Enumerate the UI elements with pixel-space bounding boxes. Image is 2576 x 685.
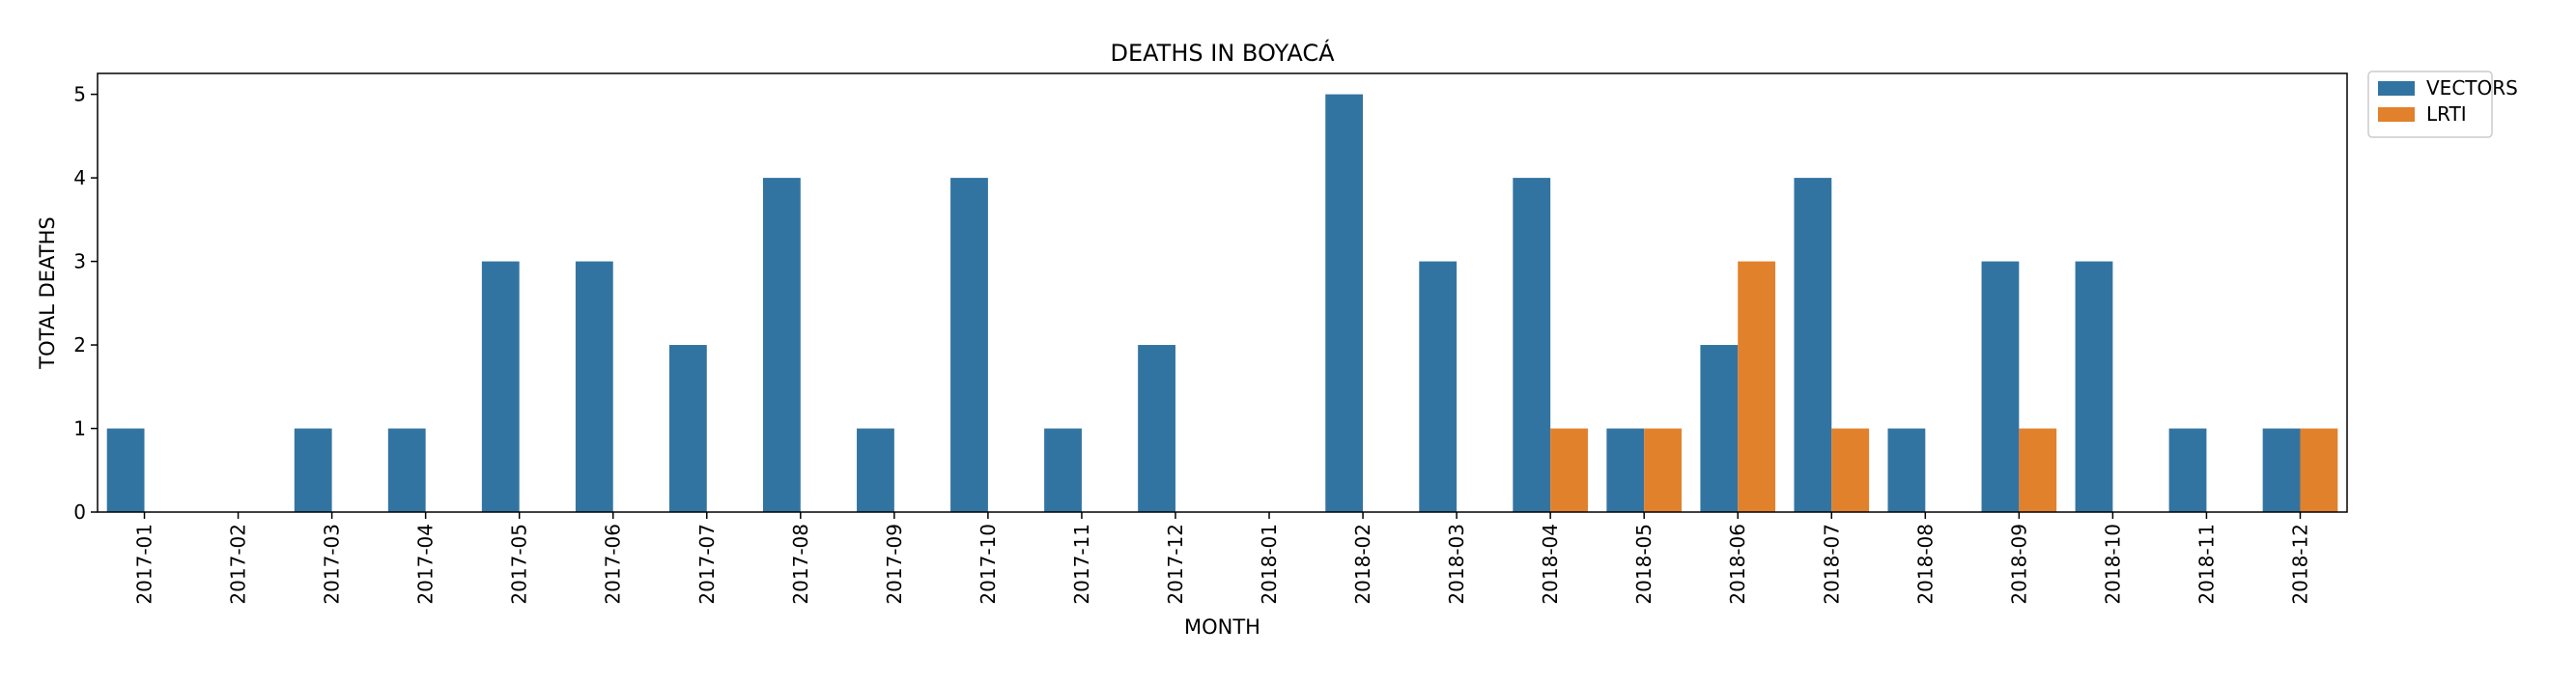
x-tick-label: 2018-07 bbox=[1820, 524, 1843, 605]
bar-vectors-2018-05 bbox=[1606, 428, 1645, 512]
bar-lrti-2018-09 bbox=[2019, 428, 2057, 512]
bar-vectors-2017-12 bbox=[1138, 345, 1175, 512]
bar-lrti-2018-04 bbox=[1550, 428, 1588, 512]
x-tick-label: 2018-09 bbox=[2007, 524, 2030, 605]
bar-vectors-2017-11 bbox=[1044, 428, 1082, 512]
bar-vectors-2018-03 bbox=[1419, 261, 1458, 512]
x-tick-label: 2017-11 bbox=[1070, 524, 1093, 605]
x-axis: 2017-01 2017-02 2017-03 2017-04 2017-05 2017-… bbox=[133, 512, 2311, 605]
x-tick-label: 2018-12 bbox=[2288, 524, 2311, 605]
x-tick-label: 2017-10 bbox=[977, 524, 1000, 605]
x-tick-label: 2018-01 bbox=[1258, 524, 1281, 605]
bar-vectors-2017-07 bbox=[668, 345, 707, 512]
bar-vectors-2017-08 bbox=[762, 178, 801, 512]
bar-vectors-2017-03 bbox=[294, 428, 332, 512]
x-tick-label: 2017-09 bbox=[883, 524, 906, 605]
x-tick-label: 2017-04 bbox=[414, 524, 438, 605]
x-tick-label: 2017-06 bbox=[602, 524, 625, 605]
bar-lrti-2018-12 bbox=[2300, 428, 2338, 512]
x-tick-label: 2017-02 bbox=[227, 524, 250, 605]
bar-lrti-2018-05 bbox=[1644, 428, 1683, 512]
y-tick-label: 0 bbox=[73, 500, 86, 524]
x-tick-label: 2017-12 bbox=[1164, 524, 1187, 605]
bar-vectors-2018-12 bbox=[2262, 428, 2301, 512]
bar-vectors-2017-05 bbox=[481, 261, 520, 512]
x-tick-label: 2017-01 bbox=[133, 524, 156, 605]
plot-frame bbox=[97, 72, 2348, 513]
x-axis-title: MONTH bbox=[1184, 615, 1260, 639]
y-tick-label: 2 bbox=[73, 333, 86, 357]
x-tick-label: 2018-05 bbox=[1632, 524, 1656, 605]
bar-vectors-2018-04 bbox=[1513, 178, 1551, 512]
bar-vectors-2018-09 bbox=[1981, 261, 2020, 512]
legend-label-vectors: VECTORS bbox=[2426, 76, 2518, 100]
y-axis-title: TOTAL DEATHS bbox=[36, 216, 59, 369]
x-tick-label: 2018-06 bbox=[1726, 524, 1749, 605]
legend-swatch-lrti bbox=[2378, 107, 2415, 122]
x-tick-label: 2018-11 bbox=[2194, 524, 2218, 605]
bar-vectors-2018-07 bbox=[1794, 178, 1832, 512]
bar-lrti-2018-06 bbox=[1738, 261, 1776, 512]
y-tick-label: 5 bbox=[73, 83, 86, 106]
chart-title: DEATHS IN BOYACÁ bbox=[1110, 39, 1335, 67]
x-tick-label: 2017-03 bbox=[321, 524, 344, 605]
bar-vectors-2017-01 bbox=[106, 428, 145, 512]
x-tick-label: 2018-03 bbox=[1445, 524, 1468, 605]
bar-vectors-2017-04 bbox=[387, 428, 426, 512]
bars-layer bbox=[106, 94, 2338, 512]
y-axis: 0 1 2 3 4 5 bbox=[73, 83, 98, 524]
bar-vectors-2018-02 bbox=[1325, 94, 1364, 512]
bar-vectors-2017-06 bbox=[575, 261, 613, 512]
legend-swatch-vectors bbox=[2378, 81, 2415, 96]
bar-vectors-2017-10 bbox=[950, 178, 988, 512]
bar-lrti-2018-07 bbox=[1831, 428, 1870, 512]
y-tick-label: 4 bbox=[73, 166, 86, 189]
x-tick-label: 2018-10 bbox=[2101, 524, 2124, 605]
bar-vectors-2018-06 bbox=[1700, 345, 1739, 512]
x-tick-label: 2017-07 bbox=[695, 524, 719, 605]
bar-vectors-2018-11 bbox=[2168, 428, 2207, 512]
x-tick-label: 2018-02 bbox=[1351, 524, 1374, 605]
x-tick-label: 2017-05 bbox=[508, 524, 531, 605]
y-tick-label: 1 bbox=[73, 417, 86, 441]
bar-vectors-2018-08 bbox=[1887, 428, 1926, 512]
y-tick-label: 3 bbox=[73, 250, 86, 273]
bar-vectors-2017-09 bbox=[857, 428, 894, 512]
x-tick-label: 2018-08 bbox=[1913, 524, 1937, 605]
x-tick-label: 2018-04 bbox=[1539, 524, 1562, 605]
x-tick-label: 2017-08 bbox=[789, 524, 812, 605]
legend-label-lrti: LRTI bbox=[2426, 102, 2467, 126]
bar-vectors-2018-10 bbox=[2075, 261, 2113, 512]
